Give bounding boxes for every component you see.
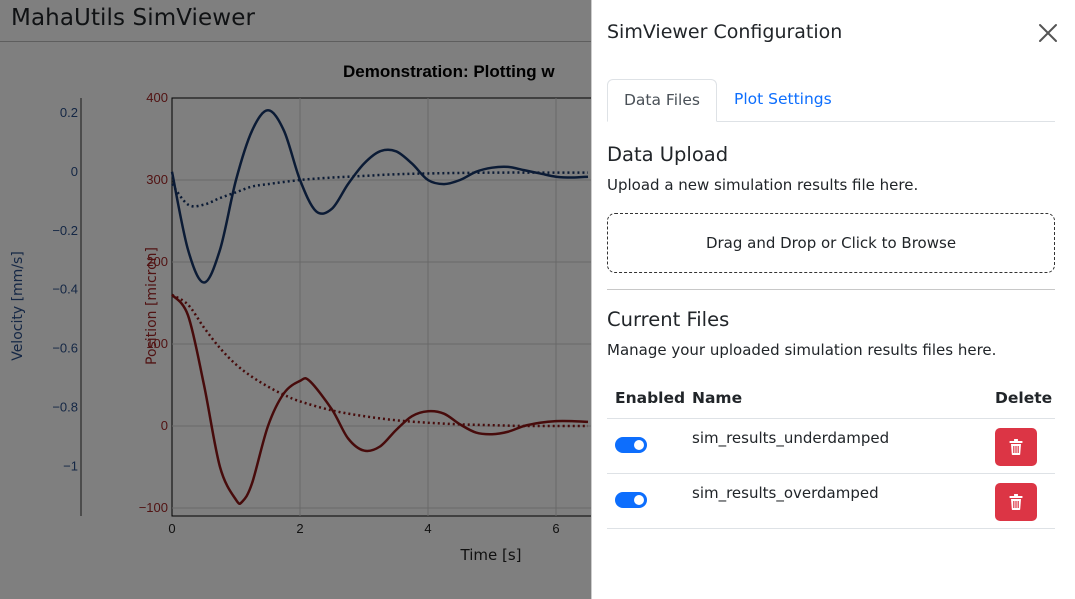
- close-button[interactable]: [1037, 20, 1059, 44]
- delete-button[interactable]: [995, 428, 1037, 466]
- section-divider: [607, 289, 1055, 290]
- trash-icon: [1009, 494, 1023, 510]
- upload-dropzone[interactable]: Drag and Drop or Click to Browse: [607, 213, 1055, 273]
- delete-button[interactable]: [995, 483, 1037, 521]
- table-row: sim_results_overdamped: [607, 474, 1055, 529]
- files-heading: Current Files: [607, 308, 730, 331]
- tab-data-files[interactable]: Data Files: [607, 79, 717, 122]
- upload-description: Upload a new simulation results file her…: [607, 176, 919, 194]
- file-name: sim_results_overdamped: [692, 484, 879, 502]
- upload-heading: Data Upload: [607, 143, 729, 166]
- enabled-toggle[interactable]: [615, 492, 647, 508]
- panel-title: SimViewer Configuration: [607, 21, 843, 43]
- file-name: sim_results_underdamped: [692, 429, 890, 447]
- dropzone-label: Drag and Drop or Click to Browse: [705, 234, 957, 252]
- column-header-enabled: Enabled: [615, 389, 686, 407]
- table-row: sim_results_underdamped: [607, 419, 1055, 474]
- table-header-divider: [607, 418, 1055, 419]
- column-header-delete: Delete: [995, 389, 1053, 407]
- tab-plot-settings[interactable]: Plot Settings: [734, 90, 832, 108]
- close-icon: [1039, 24, 1057, 42]
- column-header-name: Name: [692, 389, 743, 407]
- config-panel: SimViewer Configuration Data Files Plot …: [591, 0, 1075, 599]
- trash-icon: [1009, 439, 1023, 455]
- enabled-toggle[interactable]: [615, 437, 647, 453]
- files-description: Manage your uploaded simulation results …: [607, 341, 997, 359]
- tab-bar: Data Files Plot Settings: [607, 79, 1055, 122]
